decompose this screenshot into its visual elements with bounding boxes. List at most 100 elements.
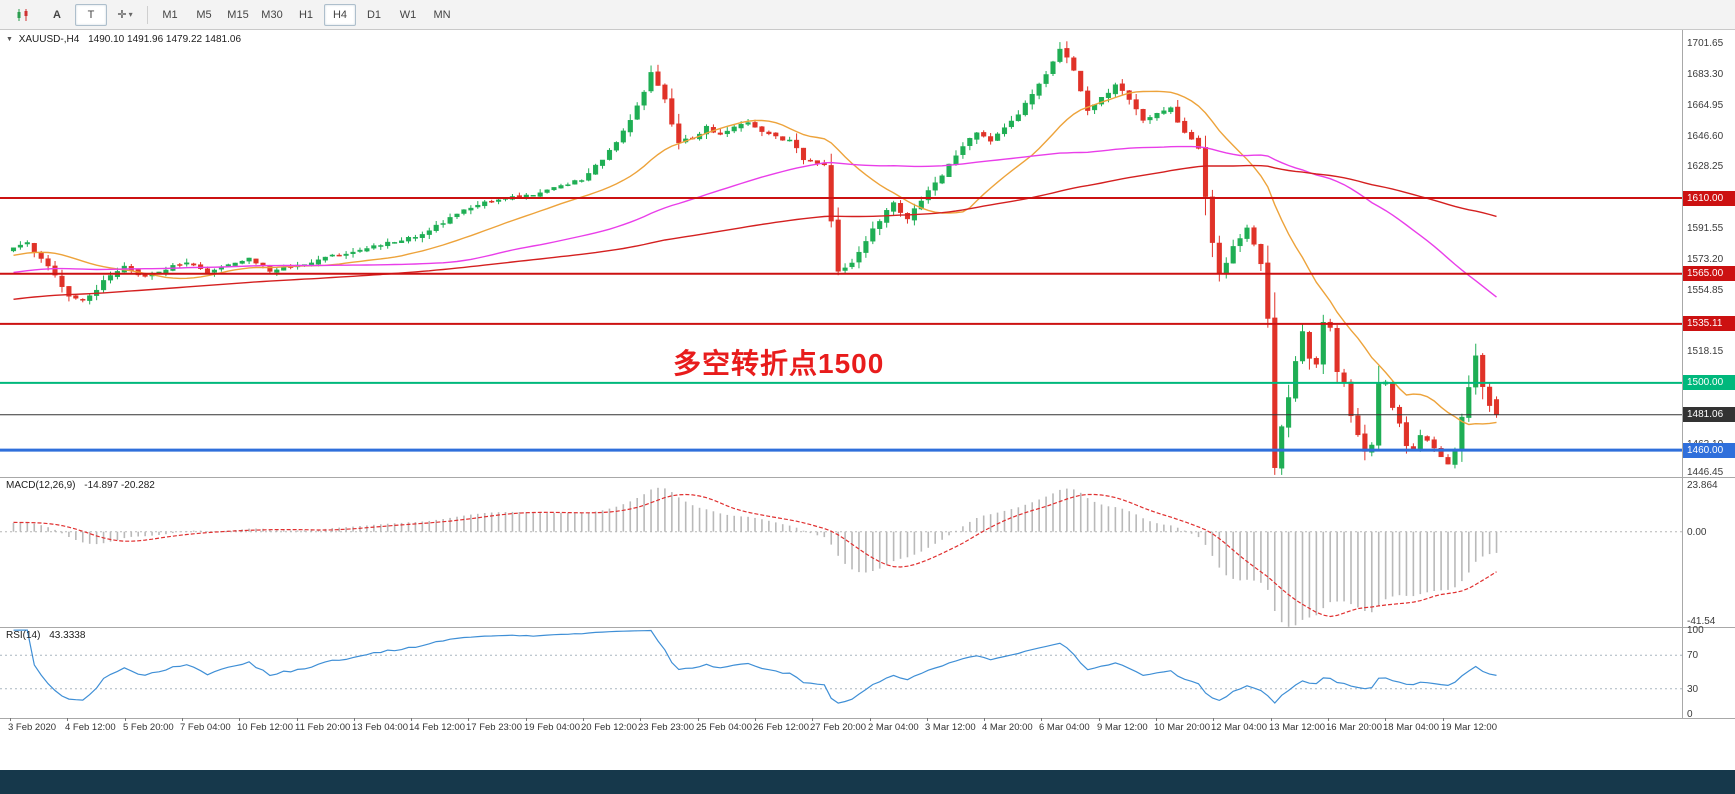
time-tick [1443,718,1444,721]
time-label: 12 Mar 04:00 [1211,722,1267,733]
time-label: 23 Feb 23:00 [638,722,694,733]
chart-region: ▼ XAUUSD-,H4 1490.10 1491.96 1479.22 148… [0,30,1735,736]
current-price-badge: 1481.06 [1683,407,1735,422]
rsi-axis-label: 70 [1687,650,1699,661]
chart-annotation[interactable]: 多空转折点1500 [673,348,885,379]
time-label: 2 Mar 04:00 [868,722,919,733]
time-tick [354,718,355,721]
macd-axis-label: 0.00 [1687,527,1707,538]
chart-icon[interactable] [7,4,39,26]
time-tick [468,718,469,721]
time-axis-border [0,718,1735,719]
time-tick [640,718,641,721]
time-label: 16 Mar 20:00 [1326,722,1382,733]
price-axis-border [1682,30,1683,718]
time-label: 18 Mar 04:00 [1383,722,1439,733]
time-label: 19 Mar 12:00 [1441,722,1497,733]
time-label: 14 Feb 12:00 [409,722,465,733]
time-tick [984,718,985,721]
time-tick [1099,718,1100,721]
price-tick: 1573.20 [1687,254,1724,265]
macd-label: MACD(12,26,9) -14.897 -20.282 [6,480,155,491]
time-axis[interactable]: 3 Feb 2020 4 Feb 12:00 5 Feb 20:00 7 Feb 04… [0,718,1682,736]
time-tick [182,718,183,721]
timeframe-d1[interactable]: D1 [366,8,382,21]
time-tick [1213,718,1214,721]
rsi-axis-label: 100 [1687,625,1704,636]
time-tick [698,718,699,721]
time-tick [526,718,527,721]
ma-20-line [13,90,1497,426]
time-label: 17 Feb 23:00 [466,722,522,733]
time-label: 13 Mar 12:00 [1269,722,1325,733]
text-tool-button[interactable]: T [75,3,107,26]
time-tick [1041,718,1042,721]
price-tick: 1446.45 [1687,467,1724,478]
panel-separator[interactable] [0,477,1735,478]
time-label: 5 Feb 20:00 [123,722,174,733]
time-tick [927,718,928,721]
ma-130-line [13,164,1497,300]
chevron-down-icon: ▾ [128,10,133,19]
time-tick [1156,718,1157,721]
price-tick: 1518.15 [1687,346,1724,357]
macd-name: MACD(12,26,9) [6,480,76,491]
main-chart-surface[interactable] [0,30,1682,477]
timeframe-h4[interactable]: H4 [324,3,356,26]
timeframe-m15[interactable]: M15 [227,8,249,21]
timeframe-mn[interactable]: MN [433,8,451,21]
rsi-label: RSI(14) 43.3338 [6,630,85,641]
time-label: 13 Feb 04:00 [352,722,408,733]
time-label: 10 Mar 20:00 [1154,722,1210,733]
time-tick [297,718,298,721]
time-tick [67,718,68,721]
timeframe-m1[interactable]: M1 [162,8,178,21]
time-label: 20 Feb 12:00 [581,722,637,733]
timeframe-h1[interactable]: H1 [298,8,314,21]
price-badge-1535.11: 1535.11 [1683,316,1735,331]
candles [10,41,1500,475]
macd-axis-label: -41.54 [1687,616,1716,627]
toolbar-separator [147,5,148,24]
time-tick [870,718,871,721]
timeframe-w1[interactable]: W1 [399,8,417,21]
symbol-collapse-icon[interactable]: ▼ [6,36,13,43]
time-tick [812,718,813,721]
macd-signal-line [13,493,1497,618]
timeframe-m30[interactable]: M30 [261,8,283,21]
time-label: 26 Feb 12:00 [753,722,809,733]
macd-histogram [12,487,1498,627]
time-label: 3 Mar 12:00 [925,722,976,733]
status-bar [0,770,1735,794]
time-label: 19 Feb 04:00 [524,722,580,733]
macd-axis-label: 23.864 [1687,480,1718,491]
price-tick: 1628.25 [1687,161,1724,172]
price-tick: 1554.85 [1687,285,1724,296]
chart-toolbar: A T ✛ ▾ M1 M5 M15 M30 H1 H4 D1 W1 MN [0,0,1735,30]
annotate-a-button[interactable]: A [53,8,61,21]
timeframe-m5[interactable]: M5 [196,8,212,21]
time-tick [411,718,412,721]
time-tick [239,718,240,721]
time-tick [1271,718,1272,721]
timeframe-group: M1 M5 M15 M30 H1 H4 D1 W1 MN [153,3,459,26]
price-tick: 1664.95 [1687,100,1724,111]
rsi-name: RSI(14) [6,630,41,641]
crosshair-icon: ✛ [117,9,127,21]
time-label: 9 Mar 12:00 [1097,722,1148,733]
price-tick: 1701.65 [1687,38,1724,49]
rsi-line [13,629,1497,704]
price-tick: 1646.60 [1687,131,1724,142]
time-label: 25 Feb 04:00 [696,722,752,733]
rsi-panel-surface[interactable] [0,627,1682,717]
time-label: 7 Feb 04:00 [180,722,231,733]
price-tick: 1683.30 [1687,69,1724,80]
crosshair-dropdown-button[interactable]: ✛ ▾ [109,4,141,26]
time-tick [1328,718,1329,721]
panel-separator[interactable] [0,627,1735,628]
macd-panel-surface[interactable] [0,477,1682,627]
time-label: 27 Feb 20:00 [810,722,866,733]
price-badge-1500.00: 1500.00 [1683,375,1735,390]
rsi-axis-label: 30 [1687,684,1699,695]
